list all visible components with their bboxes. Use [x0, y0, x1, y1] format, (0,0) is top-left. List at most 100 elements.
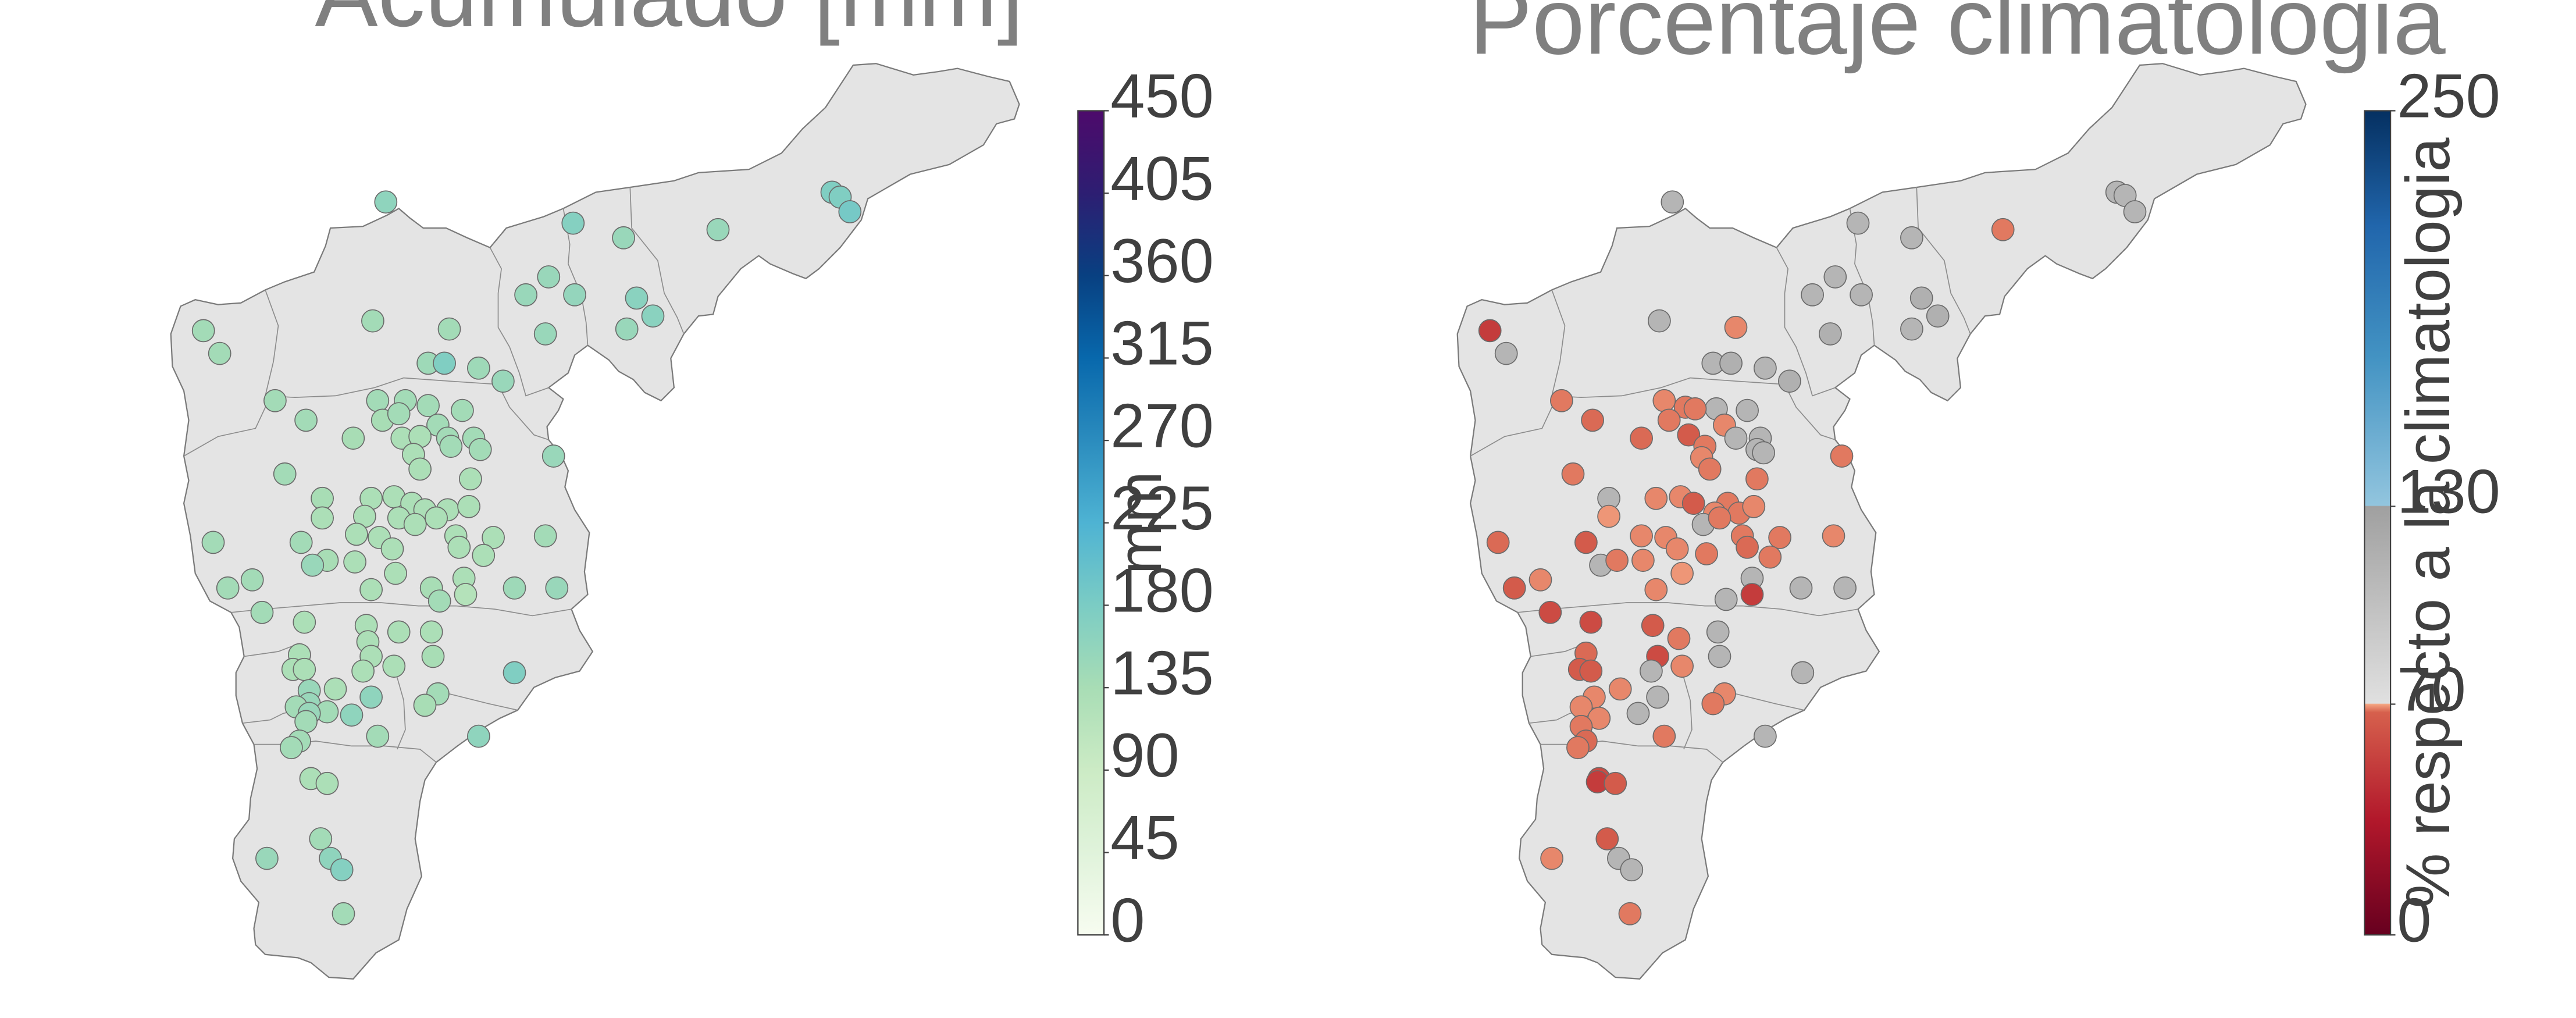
- station-marker: [1752, 441, 1775, 465]
- station-marker: [301, 553, 325, 577]
- colorbar-tick-label: 0: [1110, 885, 1145, 955]
- station-marker: [1652, 389, 1676, 412]
- station-marker: [359, 578, 383, 601]
- station-marker: [612, 226, 635, 250]
- station-marker: [1833, 576, 1857, 600]
- colorbar-ticks: 0 45 90 135 180 225 270 315 360 405 450: [1104, 62, 1214, 955]
- station-marker: [1644, 578, 1668, 601]
- station-marker: [1626, 702, 1650, 725]
- station-marker: [615, 317, 639, 341]
- station-marker: [1618, 902, 1642, 926]
- station-marker: [1579, 659, 1603, 683]
- station-marker: [561, 211, 585, 235]
- station-marker: [1768, 526, 1791, 549]
- station-marker: [1724, 426, 1748, 450]
- station-marker: [280, 736, 303, 760]
- station-marker: [451, 398, 474, 422]
- station-marker: [330, 858, 354, 882]
- station-marker: [1745, 467, 1769, 491]
- station-marker: [1502, 576, 1526, 600]
- station-marker: [387, 402, 411, 426]
- station-marker: [1670, 654, 1694, 678]
- station-marker: [1681, 492, 1705, 515]
- station-marker: [1714, 588, 1738, 611]
- station-marker: [1644, 486, 1668, 510]
- station-marker: [289, 531, 313, 554]
- station-marker: [1597, 504, 1620, 528]
- station-marker: [293, 657, 316, 681]
- station-marker: [387, 620, 411, 644]
- station-marker: [1478, 319, 1502, 343]
- station-marker: [216, 576, 240, 600]
- station-marker: [838, 200, 862, 223]
- station-marker: [341, 426, 365, 450]
- station-marker: [427, 589, 451, 613]
- colorbar-tick-label: 0: [2397, 885, 2431, 955]
- station-marker: [447, 535, 471, 559]
- station-marker: [459, 467, 482, 491]
- station-marker: [1900, 226, 1923, 250]
- station-marker: [1494, 341, 1518, 365]
- station-marker: [641, 304, 665, 328]
- station-marker: [1604, 771, 1627, 795]
- station-marker: [416, 394, 440, 418]
- station-marker: [421, 645, 445, 668]
- station-marker: [433, 351, 456, 375]
- station-marker: [1630, 426, 1653, 450]
- station-marker: [1778, 369, 1801, 393]
- station-marker: [1706, 620, 1730, 644]
- colorbar-tick-label: 450: [1110, 62, 1214, 131]
- station-marker: [1830, 444, 1854, 468]
- station-marker: [514, 283, 537, 307]
- station-marker: [1909, 286, 1933, 310]
- colorbar-tick-label: 130: [2397, 457, 2500, 526]
- station-marker: [293, 610, 316, 634]
- station-marker: [1926, 304, 1950, 328]
- station-markers: [1478, 180, 2147, 926]
- colorbar-tick-label: 90: [1110, 721, 1179, 790]
- station-marker: [1708, 506, 1731, 530]
- station-marker: [380, 537, 404, 561]
- station-marker: [1736, 535, 1759, 559]
- station-marker: [311, 506, 334, 530]
- station-marker: [1791, 661, 1815, 685]
- station-marker: [1822, 524, 1845, 548]
- station-marker: [345, 522, 368, 546]
- station-marker: [1566, 736, 1590, 760]
- station-marker: [1657, 408, 1681, 432]
- station-marker: [1608, 677, 1632, 701]
- station-marker: [294, 710, 318, 734]
- station-marker: [340, 703, 364, 727]
- station-marker: [1641, 614, 1665, 638]
- station-marker: [472, 543, 496, 567]
- colorbar-gradient: [1077, 110, 1105, 936]
- colorbar: 0 45 90 135 180 225 270 315 360 405 450 mm: [1077, 62, 1214, 955]
- station-marker: [503, 576, 526, 600]
- station-marker: [1819, 322, 1842, 346]
- station-marker: [403, 512, 427, 536]
- station-marker: [1724, 315, 1748, 339]
- station-marker: [482, 526, 505, 549]
- station-marker: [1652, 724, 1676, 748]
- station-marker: [1683, 397, 1707, 421]
- station-marker: [1631, 549, 1655, 572]
- station-marker: [408, 457, 432, 481]
- station-marker: [563, 283, 586, 307]
- station-marker: [1846, 211, 1870, 235]
- station-marker: [1758, 545, 1782, 569]
- station-marker: [1540, 846, 1563, 870]
- station-marker: [332, 902, 355, 926]
- station-marker: [374, 190, 398, 214]
- basemap: [1456, 62, 2307, 980]
- map-panel-accumulated: Acumulado [mm] 0 45 90 135 180 225 270 315 360 40…: [170, 0, 1214, 980]
- station-marker: [467, 724, 490, 748]
- colorbar-tick-label: 45: [1110, 803, 1179, 873]
- station-marker: [1670, 561, 1694, 585]
- station-marker: [468, 437, 492, 461]
- colorbar-label: % respecto a la climatologia: [2393, 137, 2463, 908]
- station-markers: [191, 180, 862, 926]
- colorbar-tick-label: 250: [2397, 62, 2500, 131]
- station-marker: [1595, 827, 1619, 850]
- basin-boundaries: [183, 187, 685, 763]
- station-marker: [467, 356, 490, 380]
